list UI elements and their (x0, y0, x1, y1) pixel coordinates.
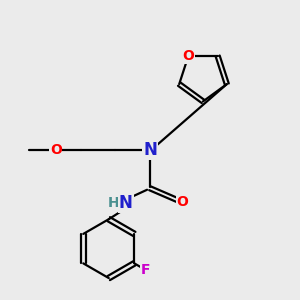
Text: O: O (176, 194, 188, 208)
Text: O: O (182, 49, 194, 63)
Text: N: N (119, 194, 133, 212)
Text: N: N (143, 141, 157, 159)
Text: H: H (107, 196, 119, 210)
Text: O: O (50, 143, 62, 157)
Text: F: F (141, 263, 151, 277)
